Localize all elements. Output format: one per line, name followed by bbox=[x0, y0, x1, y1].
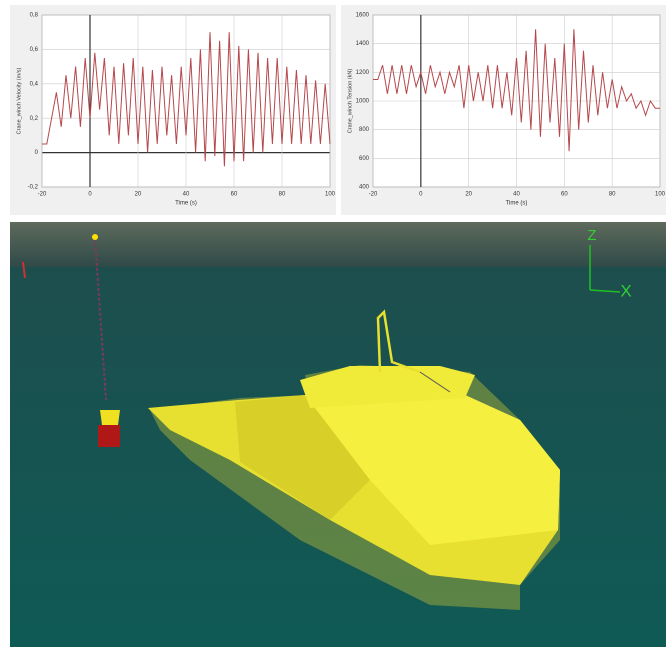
cable-top bbox=[92, 234, 98, 240]
y-tick-label: 1600 bbox=[356, 13, 370, 19]
y-tick-label: 0,8 bbox=[30, 13, 39, 19]
x-tick-label: 60 bbox=[231, 192, 238, 198]
x-axis-label: Time (s) bbox=[506, 201, 528, 207]
hull-shade bbox=[235, 395, 370, 520]
x-tick-label: 0 bbox=[88, 192, 92, 198]
x-tick-label: -20 bbox=[369, 192, 378, 198]
x-axis-label: Time (s) bbox=[175, 201, 197, 207]
x-tick-label: 40 bbox=[513, 192, 520, 198]
hull-side bbox=[305, 395, 560, 545]
buoy-body bbox=[98, 425, 120, 447]
data-line bbox=[373, 29, 660, 152]
charts: -0,2 0 0,2 0,4 0,6 0,8 -20 0 20 40 60 80 100 Time (s)… bbox=[10, 5, 666, 215]
axis-label: Z bbox=[587, 227, 596, 244]
y-tick-label: 1200 bbox=[356, 70, 370, 76]
data-line bbox=[42, 32, 331, 167]
y-axis-label: Crane_winch Velocity (m/s) bbox=[16, 68, 22, 135]
horizon bbox=[10, 222, 666, 267]
axis-label: X bbox=[620, 281, 631, 300]
y-tick-label: 800 bbox=[359, 127, 370, 133]
y-tick-label: -0,2 bbox=[28, 185, 39, 191]
axis-gizmo: Z X bbox=[587, 227, 631, 301]
y-tick-label: 0,6 bbox=[30, 47, 39, 53]
x-tick-label: -20 bbox=[38, 192, 47, 198]
y-tick-label: 400 bbox=[359, 185, 370, 191]
y-tick-label: 0,2 bbox=[30, 116, 39, 122]
crane bbox=[376, 309, 421, 374]
x-tick-label: 60 bbox=[561, 192, 568, 198]
deckhouse bbox=[300, 366, 475, 408]
cable bbox=[94, 237, 107, 401]
y-axis-label: Crane_winch Tension (kN) bbox=[347, 69, 353, 134]
marker bbox=[22, 261, 26, 279]
x-tick-label: 20 bbox=[135, 192, 142, 198]
x-tick-label: 100 bbox=[655, 192, 666, 198]
crane-line bbox=[419, 371, 451, 393]
y-tick-label: 600 bbox=[359, 156, 370, 162]
x-tick-label: 80 bbox=[279, 192, 286, 198]
y-tick-label: 0,4 bbox=[30, 81, 39, 87]
x-tick-label: 40 bbox=[183, 192, 190, 198]
x-tick-label: 0 bbox=[419, 192, 423, 198]
3d-scene: Z X bbox=[10, 222, 666, 647]
y-tick-label: 1400 bbox=[356, 41, 370, 47]
x-tick-label: 80 bbox=[609, 192, 616, 198]
buoy-top bbox=[100, 410, 120, 425]
x-tick-label: 100 bbox=[325, 192, 336, 198]
y-tick-label: 1000 bbox=[356, 99, 370, 105]
x-tick-label: 20 bbox=[465, 192, 472, 198]
y-tick-label: 0 bbox=[35, 150, 39, 156]
